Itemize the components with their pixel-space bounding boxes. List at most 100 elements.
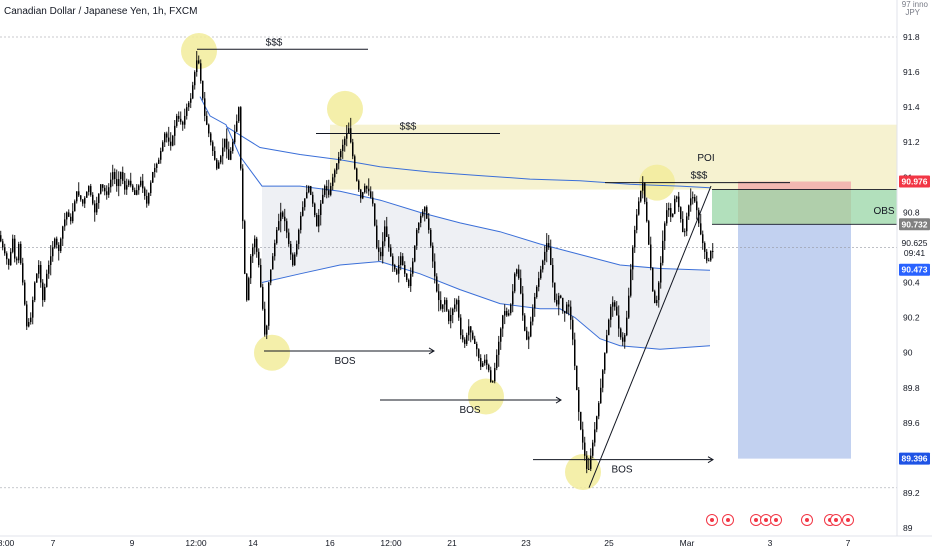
price-tick-label: 91.8	[903, 32, 920, 42]
candle-body	[34, 282, 36, 301]
candle-body	[386, 226, 388, 237]
corner-top-text: 97 inno	[902, 0, 929, 9]
candle-body	[286, 221, 288, 233]
candle-body	[50, 256, 52, 265]
bos-arrowhead-3	[707, 456, 714, 464]
candle-body	[16, 258, 18, 261]
candle-body	[652, 267, 654, 292]
candle-body	[712, 250, 714, 252]
price-tick-label: 90.8	[903, 207, 920, 217]
candle-body	[336, 163, 338, 171]
candle-body	[550, 247, 552, 265]
event-marker-dot-6	[805, 518, 809, 522]
price-label-bg-take-profit	[899, 452, 930, 465]
candle-body	[158, 159, 160, 164]
candle-body	[106, 191, 108, 195]
candle-body	[176, 115, 178, 126]
candle-body	[444, 300, 446, 305]
candle-body	[272, 256, 274, 270]
candle-body	[24, 282, 26, 305]
candle-body	[616, 306, 618, 316]
candle-body	[498, 341, 500, 355]
candle-body	[326, 186, 328, 191]
time-tick-label: Mar	[680, 538, 695, 548]
candle-body	[486, 359, 488, 365]
candle-body	[138, 185, 140, 191]
candle-body	[212, 142, 214, 151]
candle-body	[358, 180, 360, 190]
candle-body	[360, 189, 362, 199]
candle-body	[676, 196, 678, 199]
candle-body	[250, 256, 252, 279]
candle-body	[128, 180, 130, 186]
price-tick-label: 90	[903, 348, 913, 358]
candle-body	[124, 180, 126, 190]
price-label-bg-entry	[899, 218, 930, 231]
candle-body	[12, 238, 14, 252]
candle-body	[470, 326, 472, 333]
candle-body	[618, 315, 620, 329]
candle-body	[684, 231, 686, 233]
candle-body	[586, 455, 588, 469]
swing-highlight-1	[181, 33, 217, 70]
candle-body	[500, 328, 502, 342]
candle-body	[344, 138, 346, 145]
time-tick-label: 14	[248, 538, 258, 548]
candle-body	[248, 278, 250, 301]
candle-body	[22, 263, 24, 283]
candle-body	[84, 197, 86, 204]
candle-body	[324, 186, 326, 195]
candle-body	[140, 180, 142, 186]
candle-body	[522, 293, 524, 316]
candle-body	[220, 156, 222, 163]
time-axis[interactable]: 8:00 7 9 12:00 14 16 12:00 21 23 25 Mar 3 7	[0, 535, 932, 548]
price-label-bg-moving-average	[899, 263, 930, 276]
candle-body	[682, 218, 684, 233]
candle-body	[174, 125, 176, 136]
candle-body	[702, 234, 704, 244]
candle-body	[306, 192, 308, 199]
candle-body	[514, 273, 516, 292]
candle-body	[172, 135, 174, 146]
candle-body	[462, 335, 464, 340]
candle-body	[664, 223, 666, 241]
liquidity-label-3: $$$	[691, 171, 708, 182]
candle-body	[378, 247, 380, 252]
candle-body	[482, 363, 484, 367]
candle-body	[390, 247, 392, 257]
candle-body	[194, 72, 196, 86]
zone-layer	[330, 124, 897, 459]
candle-body	[422, 211, 424, 216]
candle-body	[560, 295, 562, 298]
candle-body	[274, 243, 276, 257]
time-tick-label: 3	[768, 538, 773, 548]
candle-body	[102, 184, 104, 188]
candle-body	[528, 336, 530, 340]
candle-body	[440, 300, 442, 309]
candle-body	[642, 182, 644, 191]
candle-body	[236, 121, 238, 132]
time-tick-label: 12:00	[185, 538, 207, 548]
price-tick-label: 91.4	[903, 102, 920, 112]
candle-body	[188, 102, 190, 108]
candle-body	[262, 286, 264, 309]
price-label-bg-last-price	[899, 237, 930, 250]
candle-body	[178, 115, 180, 119]
candle-body	[0, 235, 2, 242]
candle-body	[526, 330, 528, 340]
candle-body	[478, 349, 480, 358]
candle-body	[18, 243, 20, 261]
candle-body	[252, 247, 254, 257]
price-label-countdown: 09:41	[904, 248, 926, 258]
candle-body	[58, 244, 60, 251]
candle-body	[146, 196, 148, 204]
candle-body	[558, 295, 560, 305]
time-tick-label: 7	[846, 538, 851, 548]
candle-body	[430, 229, 432, 246]
candle-body	[472, 332, 474, 339]
candle-body	[82, 199, 84, 204]
candle-body	[442, 304, 444, 309]
bos-label-2: BOS	[459, 405, 480, 416]
candle-body	[116, 179, 118, 187]
